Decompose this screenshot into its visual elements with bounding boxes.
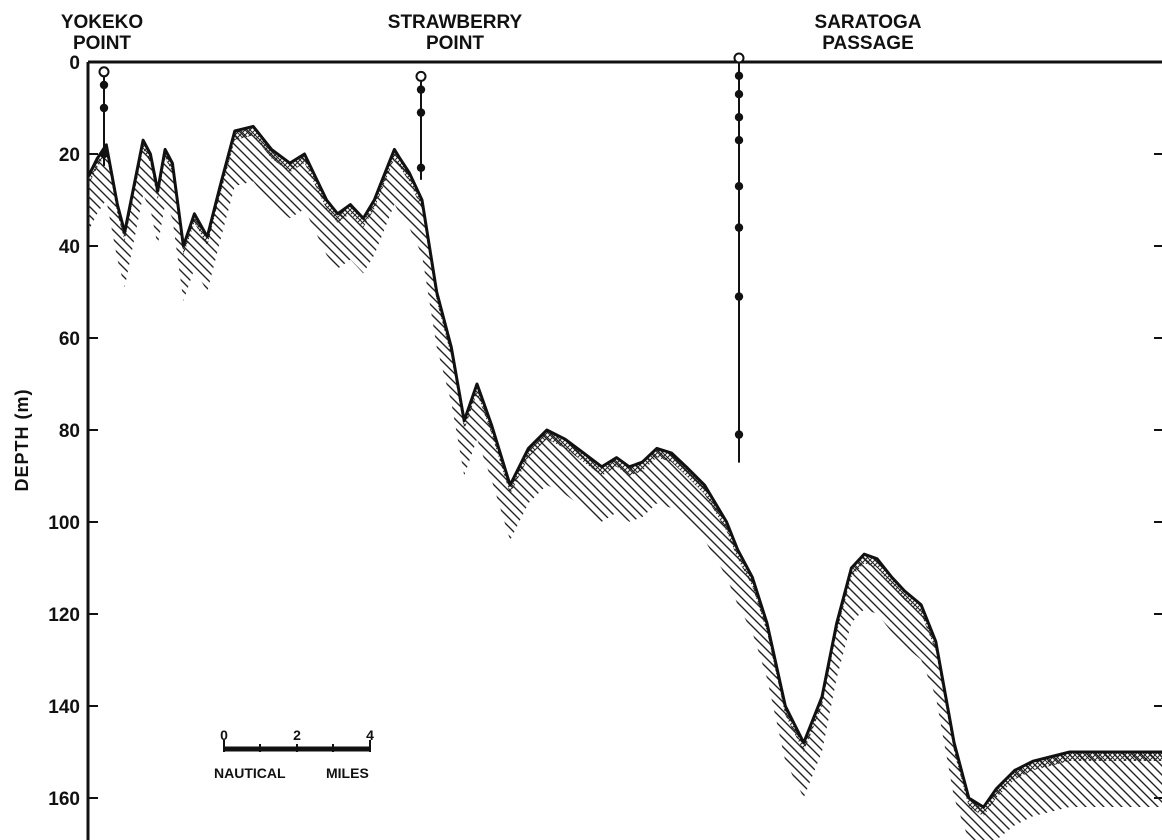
y-tick-label: 60 <box>59 329 80 350</box>
scale-bar-label-4: 4 <box>366 727 374 743</box>
y-tick-label: 160 <box>48 789 80 810</box>
y-axis-title: DEPTH (m) <box>12 389 32 492</box>
station-2 <box>735 54 744 463</box>
station-surface-marker <box>100 67 109 76</box>
y-tick-label: 80 <box>59 421 80 442</box>
station-sample-point <box>417 164 425 172</box>
station-sample-point <box>100 81 108 89</box>
seabed-profile <box>88 126 1162 840</box>
scale-bar: 0 2 4 NAUTICAL MILES <box>214 727 374 781</box>
scale-bar-unit-nautical: NAUTICAL <box>214 765 286 781</box>
station-sample-point <box>417 85 425 93</box>
location-label-strawberry-line1: STRAWBERRY <box>388 12 523 33</box>
station-sample-point <box>735 90 743 98</box>
location-labels: YOKEKO POINT STRAWBERRY POINT SARATOGA P… <box>61 12 922 54</box>
y-axis-ticks: 0 20 40 60 80 100 120 140 160 <box>48 53 98 810</box>
station-sample-point <box>735 430 743 438</box>
station-sample-point <box>417 108 425 116</box>
seabed-sediment-hatching <box>88 126 1162 840</box>
scale-bar-label-0: 0 <box>220 727 228 743</box>
location-label-strawberry-line2: POINT <box>426 33 484 54</box>
station-sample-point <box>100 104 108 112</box>
station-surface-marker <box>417 72 426 81</box>
location-label-saratoga-line1: SARATOGA <box>815 12 922 33</box>
location-label-yokeko-line2: POINT <box>73 33 131 54</box>
y-tick-label: 20 <box>59 145 80 166</box>
scale-bar-label-2: 2 <box>293 727 301 743</box>
y-tick-label: 0 <box>69 53 80 74</box>
station-sample-point <box>735 72 743 80</box>
station-sample-point <box>735 182 743 190</box>
station-sample-point <box>735 113 743 121</box>
y-tick-label: 140 <box>48 697 80 718</box>
station-1 <box>417 72 426 180</box>
seabed-crosshatch-band <box>88 126 1162 816</box>
y-tick-label: 40 <box>59 237 80 258</box>
location-label-saratoga-line2: PASSAGE <box>822 33 914 54</box>
station-sample-point <box>735 223 743 231</box>
right-axis-ticks <box>1154 154 1162 798</box>
station-sample-point <box>735 136 743 144</box>
y-tick-label: 120 <box>48 605 80 626</box>
station-sample-point <box>100 150 108 158</box>
station-surface-marker <box>735 54 744 63</box>
y-tick-label: 100 <box>48 513 80 534</box>
station-sample-point <box>735 292 743 300</box>
location-label-yokeko-line1: YOKEKO <box>61 12 143 33</box>
scale-bar-unit-miles: MILES <box>326 765 369 781</box>
